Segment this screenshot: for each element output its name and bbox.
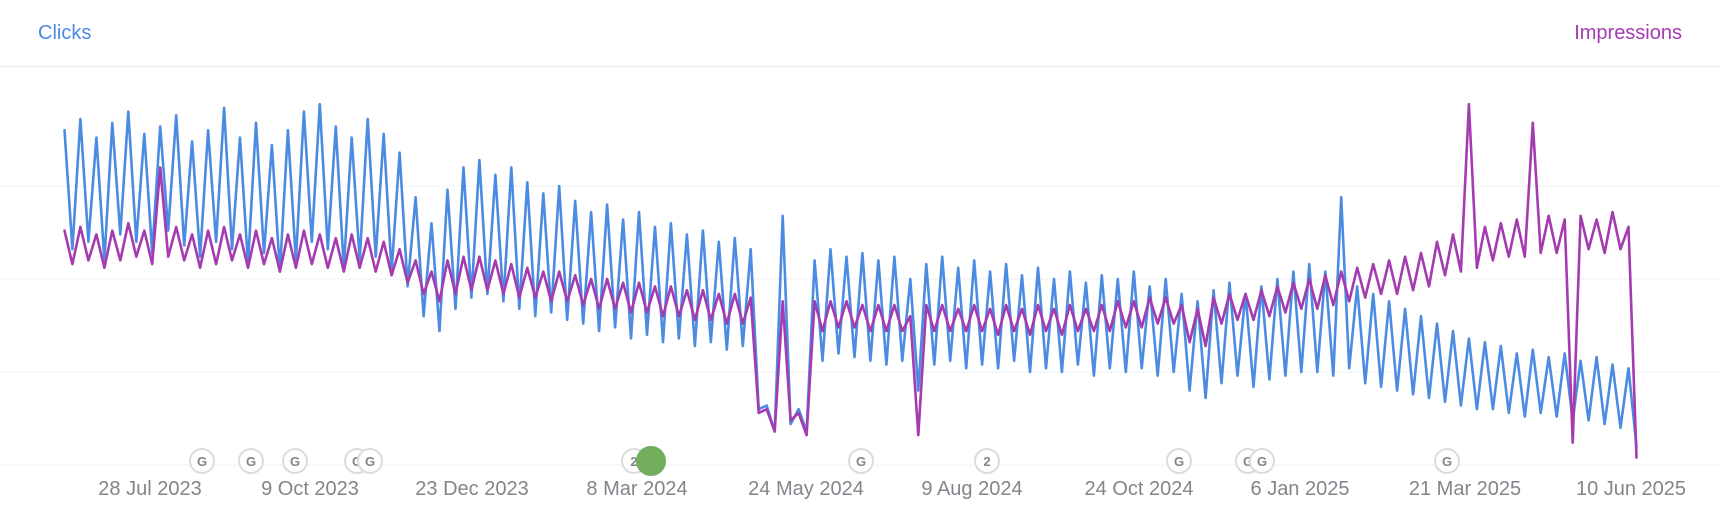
x-axis-tick-label: 9 Aug 2024 xyxy=(921,478,1023,500)
x-axis-tick-label: 10 Jun 2025 xyxy=(1575,478,1687,500)
x-axis-tick-label: 9 Oct 2023 xyxy=(261,478,359,500)
google-update-badge[interactable]: G xyxy=(1249,448,1275,474)
x-axis-tick-label: 23 Dec 2023 xyxy=(415,478,529,500)
x-axis-tick-label: 28 Jul 2023 xyxy=(98,478,202,500)
chart-legend-bar: Clicks Impressions xyxy=(0,0,1720,67)
clicks-line xyxy=(63,102,1638,448)
x-axis-tick-label: 8 Mar 2024 xyxy=(586,478,688,500)
impressions-line xyxy=(63,102,1638,459)
x-axis-tick-label: 21 Mar 2025 xyxy=(1408,478,1522,500)
google-update-badge[interactable]: G xyxy=(238,448,264,474)
google-update-badge[interactable]: G xyxy=(357,448,383,474)
clicks-legend-toggle[interactable]: Clicks xyxy=(38,21,92,44)
google-update-badge[interactable]: G xyxy=(1166,448,1192,474)
green-marker-badge[interactable] xyxy=(636,446,666,476)
google-update-badge[interactable]: G xyxy=(1434,448,1460,474)
google-update-badge[interactable]: G xyxy=(282,448,308,474)
x-axis-tick-label: 24 Oct 2024 xyxy=(1084,478,1194,500)
x-axis-tick-label: 24 May 2024 xyxy=(748,478,864,500)
impressions-legend-toggle[interactable]: Impressions xyxy=(1574,21,1682,44)
update-count-badge[interactable]: 2 xyxy=(974,448,1000,474)
google-update-badge[interactable]: G xyxy=(848,448,874,474)
google-update-badge[interactable]: G xyxy=(189,448,215,474)
x-axis-tick-label: 6 Jan 2025 xyxy=(1250,478,1350,500)
